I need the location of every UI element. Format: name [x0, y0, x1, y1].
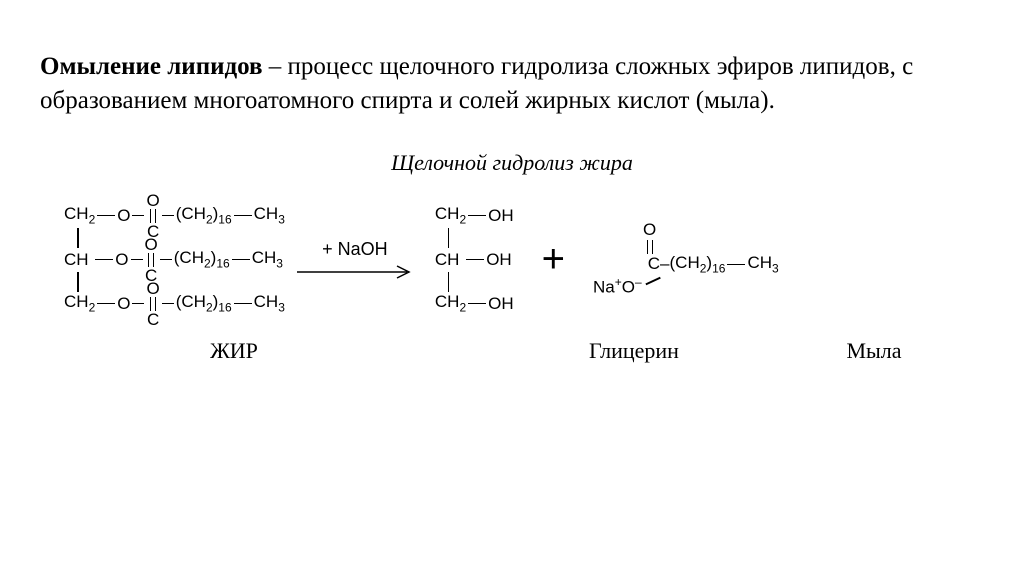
glycerol-molecule: CH2OH CH OH CH2OH [435, 204, 514, 316]
reaction-arrow: + NaOH [295, 239, 415, 280]
label-glycerol: Глицерин [504, 338, 764, 364]
glycerol-row-3: CH2OH [435, 292, 514, 316]
fat-molecule: CH2O OC (CH2)16CH3 CH O OC (CH2)16CH3 CH… [64, 204, 285, 316]
reaction-scheme: CH2O OC (CH2)16CH3 CH O OC (CH2)16CH3 CH… [40, 204, 984, 316]
product-labels: ЖИР Глицерин Мыла [40, 338, 984, 364]
fat-row-1: CH2O OC (CH2)16CH3 [64, 204, 285, 228]
title-bold: Омыление липидов [40, 53, 263, 80]
label-soap: Мыла [764, 338, 984, 364]
fat-row-3: CH2O OC (CH2)16CH3 [64, 292, 285, 316]
title-paragraph: Омыление липидов – процесс щелочного гид… [40, 50, 984, 118]
glycerol-row-2: CH OH [435, 248, 514, 272]
arrow-icon [295, 264, 415, 280]
reagent-label: + NaOH [295, 239, 415, 260]
subtitle: Щелочной гидролиз жира [40, 150, 984, 176]
label-fat: ЖИР [64, 338, 404, 364]
plus-sign: + [542, 237, 565, 282]
soap-molecule: O C – (CH2)16CH3 Na+O– [593, 221, 779, 298]
fat-row-2: CH O OC (CH2)16CH3 [64, 248, 285, 272]
glycerol-row-1: CH2OH [435, 204, 514, 228]
